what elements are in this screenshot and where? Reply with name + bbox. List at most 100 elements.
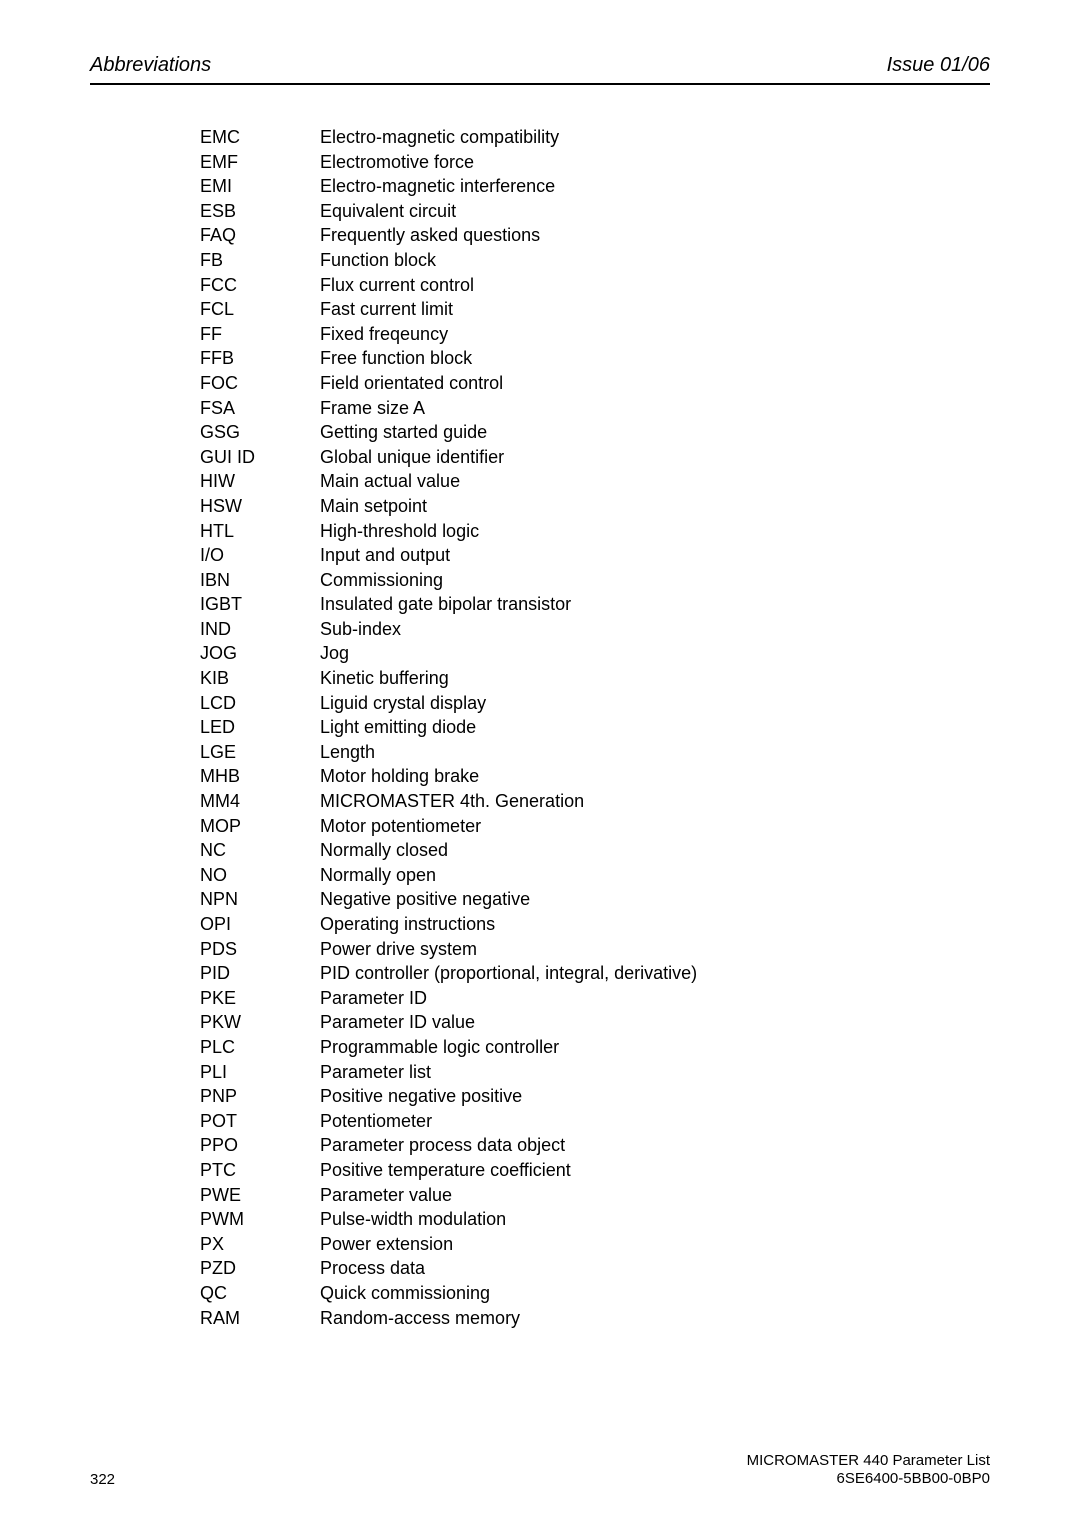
abbrev-value: Field orientated control bbox=[320, 371, 990, 396]
abbrev-value: PID controller (proportional, integral, … bbox=[320, 961, 990, 986]
abbrev-value: Fixed freqeuncy bbox=[320, 322, 990, 347]
abbrev-value: Normally open bbox=[320, 863, 990, 888]
abbrev-value: Quick commissioning bbox=[320, 1281, 990, 1306]
abbrev-value: Input and output bbox=[320, 543, 990, 568]
abbrev-value: MICROMASTER 4th. Generation bbox=[320, 789, 990, 814]
abbrev-value: Power drive system bbox=[320, 937, 990, 962]
abbrev-value: Parameter list bbox=[320, 1060, 990, 1085]
table-row: POTPotentiometer bbox=[200, 1109, 990, 1134]
table-row: GSGGetting started guide bbox=[200, 420, 990, 445]
abbrev-key: LGE bbox=[200, 740, 320, 765]
header-right: Issue 01/06 bbox=[887, 54, 990, 77]
abbrev-value: Normally closed bbox=[320, 838, 990, 863]
abbrev-value: Parameter process data object bbox=[320, 1133, 990, 1158]
header-left: Abbreviations bbox=[90, 54, 211, 77]
abbrev-value: Motor holding brake bbox=[320, 764, 990, 789]
table-row: NONormally open bbox=[200, 863, 990, 888]
abbrev-key: IND bbox=[200, 617, 320, 642]
abbrev-value: Parameter ID bbox=[320, 986, 990, 1011]
table-row: OPIOperating instructions bbox=[200, 912, 990, 937]
abbrev-key: HTL bbox=[200, 519, 320, 544]
abbrev-key: NO bbox=[200, 863, 320, 888]
abbrev-value: Kinetic buffering bbox=[320, 666, 990, 691]
table-row: IBNCommissioning bbox=[200, 568, 990, 593]
abbrev-value: Motor potentiometer bbox=[320, 814, 990, 839]
abbrev-value: Free function block bbox=[320, 346, 990, 371]
abbrev-value: Electro-magnetic interference bbox=[320, 174, 990, 199]
table-row: MM4MICROMASTER 4th. Generation bbox=[200, 789, 990, 814]
table-row: PWMPulse-width modulation bbox=[200, 1207, 990, 1232]
abbrev-value: Equivalent circuit bbox=[320, 199, 990, 224]
abbrev-key: FF bbox=[200, 322, 320, 347]
abbrev-value: Flux current control bbox=[320, 273, 990, 298]
table-row: EMFElectromotive force bbox=[200, 150, 990, 175]
table-row: FCLFast current limit bbox=[200, 297, 990, 322]
footer-doc-code: 6SE6400-5BB00-0BP0 bbox=[747, 1470, 990, 1488]
abbrev-value: Global unique identifier bbox=[320, 445, 990, 470]
table-row: FCCFlux current control bbox=[200, 273, 990, 298]
table-row: HIWMain actual value bbox=[200, 469, 990, 494]
abbrev-key: HIW bbox=[200, 469, 320, 494]
abbrev-key: PID bbox=[200, 961, 320, 986]
page-footer: 322 MICROMASTER 440 Parameter List 6SE64… bbox=[90, 1452, 990, 1488]
abbrev-key: LCD bbox=[200, 691, 320, 716]
abbrev-value: Operating instructions bbox=[320, 912, 990, 937]
abbrev-key: NPN bbox=[200, 887, 320, 912]
abbrev-key: EMC bbox=[200, 125, 320, 150]
abbrev-key: LED bbox=[200, 715, 320, 740]
abbrev-key: EMI bbox=[200, 174, 320, 199]
table-row: PKWParameter ID value bbox=[200, 1010, 990, 1035]
abbrev-value: Fast current limit bbox=[320, 297, 990, 322]
abbrev-value: Liguid crystal display bbox=[320, 691, 990, 716]
table-row: RAMRandom-access memory bbox=[200, 1306, 990, 1331]
abbrev-value: Random-access memory bbox=[320, 1306, 990, 1331]
abbrev-value: Programmable logic controller bbox=[320, 1035, 990, 1060]
abbrev-value: Frame size A bbox=[320, 396, 990, 421]
abbrev-key: QC bbox=[200, 1281, 320, 1306]
abbrev-key: FCC bbox=[200, 273, 320, 298]
abbrev-value: Process data bbox=[320, 1256, 990, 1281]
table-row: PPOParameter process data object bbox=[200, 1133, 990, 1158]
abbrev-key: FCL bbox=[200, 297, 320, 322]
table-row: HTLHigh-threshold logic bbox=[200, 519, 990, 544]
table-row: HSWMain setpoint bbox=[200, 494, 990, 519]
abbrev-key: FSA bbox=[200, 396, 320, 421]
abbrev-key: IGBT bbox=[200, 592, 320, 617]
abbrev-key: I/O bbox=[200, 543, 320, 568]
abbrev-key: KIB bbox=[200, 666, 320, 691]
table-row: FFBFree function block bbox=[200, 346, 990, 371]
table-row: LGELength bbox=[200, 740, 990, 765]
abbrev-value: Negative positive negative bbox=[320, 887, 990, 912]
abbrev-value: Light emitting diode bbox=[320, 715, 990, 740]
abbrev-value: Getting started guide bbox=[320, 420, 990, 445]
table-row: INDSub-index bbox=[200, 617, 990, 642]
abbrev-value: Pulse-width modulation bbox=[320, 1207, 990, 1232]
abbrev-key: GUI ID bbox=[200, 445, 320, 470]
abbrev-key: PTC bbox=[200, 1158, 320, 1183]
table-row: LEDLight emitting diode bbox=[200, 715, 990, 740]
abbrev-key: IBN bbox=[200, 568, 320, 593]
table-row: PDSPower drive system bbox=[200, 937, 990, 962]
table-row: LCDLiguid crystal display bbox=[200, 691, 990, 716]
table-row: PNPPositive negative positive bbox=[200, 1084, 990, 1109]
abbrev-key: PLC bbox=[200, 1035, 320, 1060]
abbrev-key: PNP bbox=[200, 1084, 320, 1109]
abbrev-key: HSW bbox=[200, 494, 320, 519]
abbrev-key: PKW bbox=[200, 1010, 320, 1035]
abbrev-value: Power extension bbox=[320, 1232, 990, 1257]
abbrev-value: Positive negative positive bbox=[320, 1084, 990, 1109]
abbrev-value: Commissioning bbox=[320, 568, 990, 593]
abbrev-key: GSG bbox=[200, 420, 320, 445]
footer-page-number: 322 bbox=[90, 1471, 115, 1488]
abbrev-value: Positive temperature coefficient bbox=[320, 1158, 990, 1183]
abbrev-value: Potentiometer bbox=[320, 1109, 990, 1134]
table-row: ESBEquivalent circuit bbox=[200, 199, 990, 224]
table-row: KIBKinetic buffering bbox=[200, 666, 990, 691]
abbrev-value: High-threshold logic bbox=[320, 519, 990, 544]
abbrev-value: Insulated gate bipolar transistor bbox=[320, 592, 990, 617]
abbrev-key: FOC bbox=[200, 371, 320, 396]
abbrev-value: Main setpoint bbox=[320, 494, 990, 519]
abbrev-key: PDS bbox=[200, 937, 320, 962]
abbrev-key: PLI bbox=[200, 1060, 320, 1085]
abbrev-key: PZD bbox=[200, 1256, 320, 1281]
